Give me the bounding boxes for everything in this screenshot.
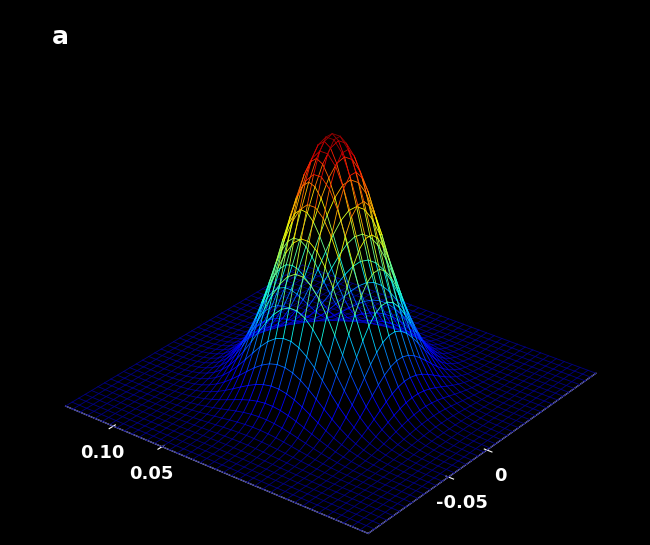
Text: a: a [52, 25, 69, 49]
